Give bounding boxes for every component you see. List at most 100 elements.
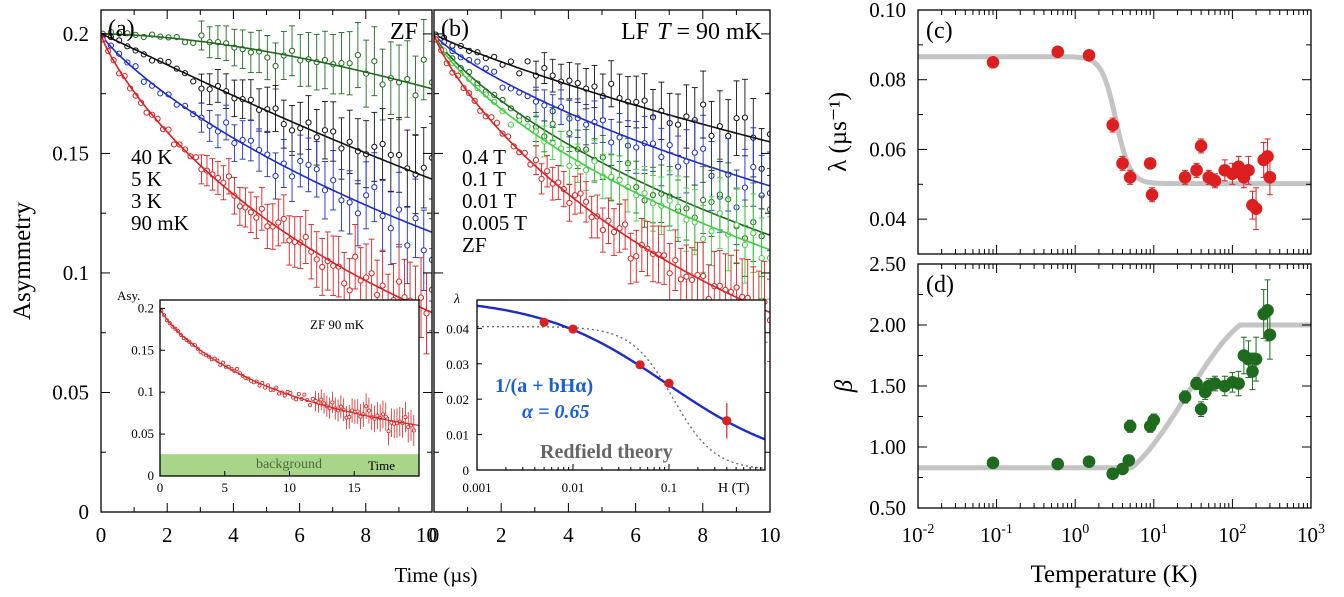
data-point bbox=[583, 121, 590, 128]
inset-x-tick-label: 5 bbox=[222, 480, 229, 495]
data-point bbox=[341, 280, 348, 287]
x-tick-label: 103 bbox=[1297, 522, 1325, 547]
data-point bbox=[1143, 157, 1157, 170]
data-point bbox=[566, 130, 573, 137]
x-axis-label-temperature: Temperature (K) bbox=[1031, 561, 1198, 588]
panel-b-corner-label: LF T = 90 mK bbox=[621, 19, 763, 45]
x-tick-label: 0 bbox=[96, 523, 107, 547]
data-point bbox=[420, 247, 427, 254]
inset-data-point bbox=[338, 404, 343, 409]
y-axis-label-beta: β bbox=[831, 379, 858, 393]
x-tick-label: 100 bbox=[1061, 522, 1089, 547]
data-point bbox=[666, 197, 673, 204]
power-law-fit bbox=[476, 304, 766, 441]
panel-b-corner-suffix: = 90 mK bbox=[670, 19, 762, 45]
data-point bbox=[672, 257, 679, 264]
inset-data-point bbox=[403, 415, 408, 420]
y-tick-label: 0.50 bbox=[869, 496, 906, 520]
data-point bbox=[532, 157, 540, 164]
inset-b: 0.001 0.01 0.1 0 0.01 0.02 0.03 0.04 λ H (T) 1/… bbox=[446, 292, 766, 496]
inset-data-point bbox=[722, 416, 732, 426]
data-point bbox=[499, 84, 506, 91]
data-point bbox=[641, 190, 648, 197]
data-point bbox=[288, 127, 296, 134]
inset-a-bg bbox=[160, 300, 419, 476]
data-point bbox=[588, 213, 595, 221]
inset-data-point bbox=[308, 403, 313, 408]
data-point bbox=[666, 142, 673, 149]
data-point bbox=[140, 78, 147, 85]
x-tick-label: 10 bbox=[416, 523, 437, 547]
x-tick-label: 8 bbox=[698, 523, 709, 547]
data-point bbox=[733, 115, 740, 122]
data-point bbox=[1145, 188, 1159, 202]
data-point bbox=[516, 70, 523, 77]
y-axis-label-asymmetry: Asymmetry bbox=[9, 201, 36, 320]
inset-y-tick-label: 0.04 bbox=[446, 321, 469, 336]
data-point bbox=[566, 162, 573, 169]
inset-y-tick-label: 0.01 bbox=[446, 428, 469, 443]
data-point bbox=[321, 187, 329, 194]
data-point bbox=[395, 151, 403, 159]
inset-data-point bbox=[411, 428, 416, 433]
inset-data-point bbox=[380, 412, 385, 417]
panel-b-label: (b) bbox=[441, 16, 469, 42]
inset-data-point bbox=[366, 408, 371, 413]
data-point bbox=[190, 78, 197, 85]
data-point bbox=[1116, 157, 1129, 170]
data-point bbox=[700, 197, 707, 204]
inset-data-point bbox=[296, 392, 301, 397]
inset-data-point bbox=[274, 385, 279, 390]
data-point bbox=[417, 294, 425, 301]
data-point bbox=[733, 284, 740, 291]
panel-b: 0 2 4 6 8 10 (b) LF T = 90 mK 0.4 T0.1 T0.01 T… bbox=[429, 9, 781, 547]
data-point bbox=[379, 140, 386, 148]
inset-data-point bbox=[322, 401, 327, 406]
y-tick-label: 0.06 bbox=[869, 137, 906, 161]
x-tick-base: 10 bbox=[1218, 523, 1239, 547]
fit-curve bbox=[101, 33, 432, 180]
data-point bbox=[387, 225, 394, 232]
data-point bbox=[368, 270, 375, 277]
data-point bbox=[591, 83, 598, 90]
data-point bbox=[1122, 454, 1136, 467]
data-point bbox=[633, 253, 640, 260]
data-point bbox=[538, 175, 545, 182]
data-point bbox=[493, 119, 501, 126]
data-point bbox=[1249, 202, 1263, 215]
inset-y-tick-label: 0.05 bbox=[131, 426, 154, 441]
inset-data-point bbox=[282, 393, 287, 398]
data-point bbox=[225, 173, 233, 180]
data-point bbox=[302, 233, 309, 241]
data-point bbox=[272, 172, 279, 180]
inset-y-tick-label: 0 bbox=[148, 468, 155, 483]
data-point bbox=[288, 47, 296, 54]
data-point bbox=[236, 203, 243, 210]
data-point bbox=[305, 161, 312, 168]
panel-a-label: (a) bbox=[108, 16, 135, 42]
data-point bbox=[622, 221, 629, 228]
series-90-mK bbox=[101, 33, 432, 355]
fit-curve bbox=[434, 33, 770, 187]
data-point bbox=[566, 199, 573, 207]
data-point bbox=[338, 60, 345, 67]
x-axis-label-time: Time (µs) bbox=[394, 563, 477, 587]
inset-data-point bbox=[293, 397, 298, 402]
data-point bbox=[319, 263, 326, 271]
data-point bbox=[674, 121, 682, 128]
data-point bbox=[591, 158, 598, 165]
x-tick-label: 2 bbox=[496, 523, 507, 547]
x-tick-label: 10-1 bbox=[980, 522, 1013, 547]
data-point bbox=[395, 278, 403, 285]
data-point bbox=[674, 163, 682, 170]
data-point bbox=[321, 127, 329, 134]
data-point bbox=[258, 205, 265, 212]
data-point bbox=[288, 173, 296, 180]
data-point bbox=[231, 139, 238, 147]
data-point bbox=[674, 203, 682, 210]
panel-d: 10-2 10-1 100 101 102 1030.501.001.502.002.50… bbox=[831, 252, 1325, 588]
data-point bbox=[143, 109, 150, 116]
inset-b-ylabel: λ bbox=[453, 292, 460, 307]
panel-c-frame bbox=[917, 9, 1312, 255]
